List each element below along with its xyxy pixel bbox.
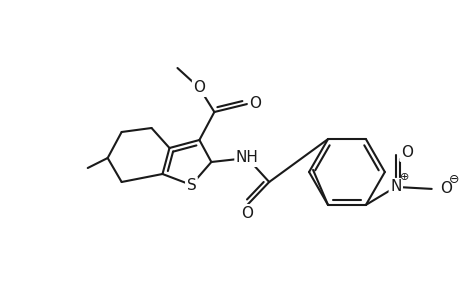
Text: O: O — [193, 80, 205, 95]
Text: ⊕: ⊕ — [399, 172, 409, 182]
Text: O: O — [249, 97, 261, 112]
Text: NH: NH — [235, 151, 258, 166]
Text: O: O — [400, 146, 412, 160]
Text: O: O — [439, 182, 451, 196]
Text: ⊖: ⊖ — [448, 173, 458, 186]
Text: S: S — [186, 178, 196, 193]
Text: O: O — [241, 206, 253, 220]
Text: N: N — [389, 179, 401, 194]
